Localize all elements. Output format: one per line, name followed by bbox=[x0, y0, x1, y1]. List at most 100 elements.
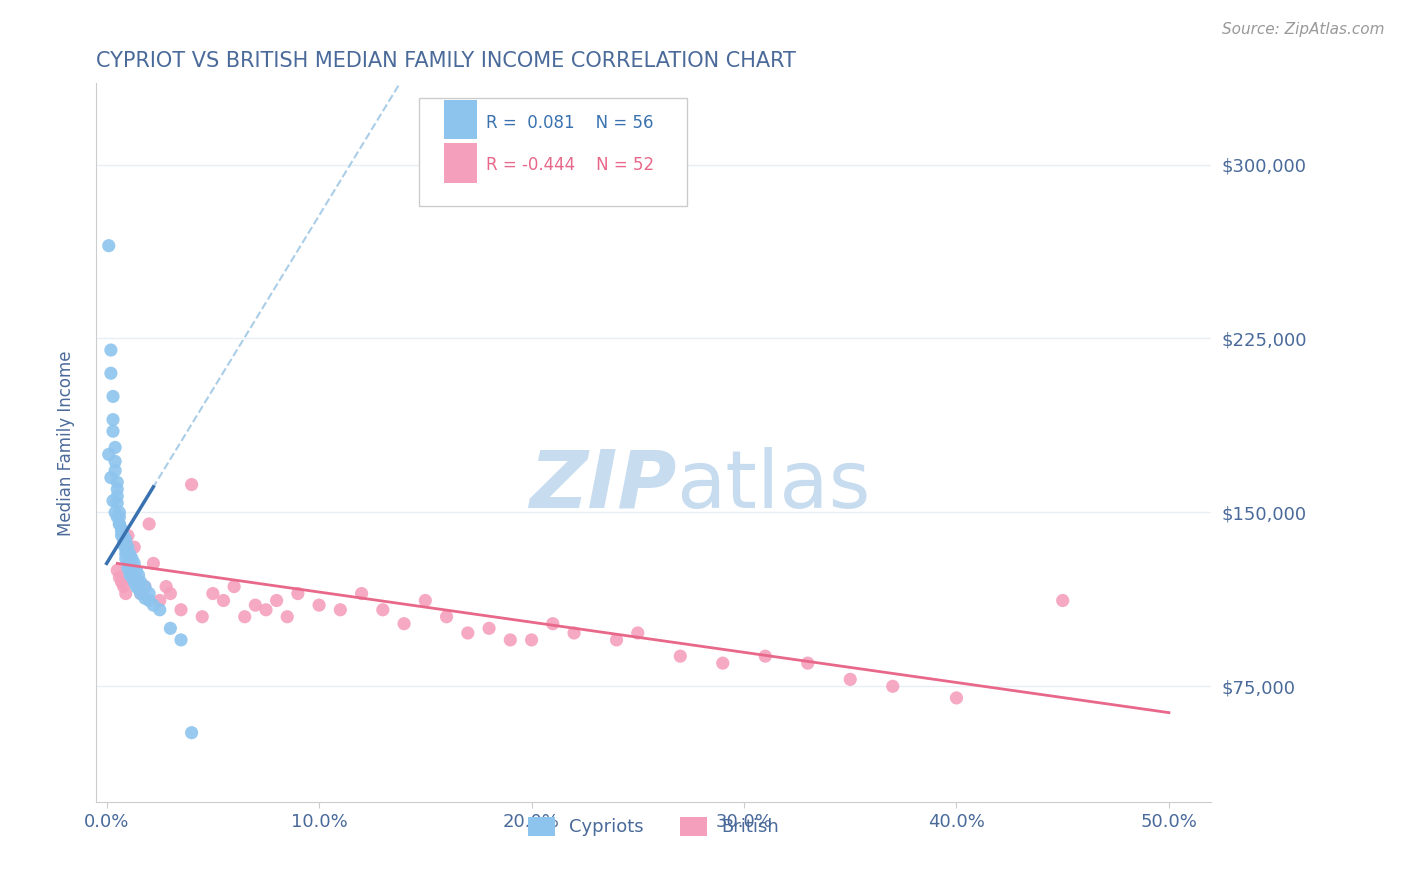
Point bbox=[308, 598, 330, 612]
Point bbox=[159, 621, 181, 635]
Point bbox=[97, 447, 120, 461]
Point bbox=[110, 524, 132, 538]
Point bbox=[499, 632, 522, 647]
Point bbox=[114, 542, 136, 557]
Point bbox=[125, 563, 148, 577]
Point bbox=[478, 621, 501, 635]
Point bbox=[149, 603, 172, 617]
Text: ZIP: ZIP bbox=[529, 447, 676, 525]
Point bbox=[149, 593, 172, 607]
Point bbox=[134, 580, 156, 594]
Point bbox=[129, 586, 152, 600]
Point bbox=[117, 557, 139, 571]
Point bbox=[669, 649, 692, 664]
Point bbox=[114, 533, 136, 548]
Point bbox=[128, 582, 150, 596]
Point bbox=[233, 609, 256, 624]
Point bbox=[142, 598, 165, 612]
Point bbox=[839, 673, 862, 687]
Text: R =  0.081    N = 56: R = 0.081 N = 56 bbox=[486, 114, 654, 132]
Text: atlas: atlas bbox=[676, 447, 870, 525]
Point bbox=[138, 516, 160, 531]
Point bbox=[108, 570, 131, 584]
Point bbox=[606, 632, 628, 647]
Point bbox=[112, 533, 135, 548]
Point bbox=[108, 516, 131, 531]
Point bbox=[114, 547, 136, 561]
Point bbox=[128, 568, 150, 582]
Point bbox=[392, 616, 415, 631]
Point bbox=[97, 238, 120, 252]
Point bbox=[117, 540, 139, 554]
Point bbox=[520, 632, 543, 647]
Y-axis label: Median Family Income: Median Family Income bbox=[58, 350, 75, 535]
Text: CYPRIOT VS BRITISH MEDIAN FAMILY INCOME CORRELATION CHART: CYPRIOT VS BRITISH MEDIAN FAMILY INCOME … bbox=[96, 51, 796, 70]
Point bbox=[266, 593, 288, 607]
Point bbox=[436, 609, 458, 624]
Point bbox=[201, 586, 224, 600]
Point bbox=[159, 586, 181, 600]
Text: Source: ZipAtlas.com: Source: ZipAtlas.com bbox=[1222, 22, 1385, 37]
Point bbox=[882, 679, 904, 693]
Point bbox=[101, 424, 124, 438]
Point bbox=[100, 366, 122, 380]
Point bbox=[104, 505, 127, 519]
Point bbox=[562, 626, 585, 640]
Point bbox=[118, 547, 141, 561]
Point bbox=[180, 725, 202, 739]
Point bbox=[112, 580, 135, 594]
Point bbox=[797, 656, 820, 670]
FancyBboxPatch shape bbox=[444, 100, 478, 139]
Point bbox=[138, 586, 160, 600]
Point bbox=[117, 528, 139, 542]
Point bbox=[104, 454, 127, 468]
FancyBboxPatch shape bbox=[444, 143, 478, 183]
Point bbox=[945, 690, 967, 705]
Point bbox=[104, 441, 127, 455]
Point bbox=[122, 574, 145, 589]
Point bbox=[105, 510, 128, 524]
Point bbox=[155, 580, 177, 594]
Point bbox=[276, 609, 298, 624]
Point bbox=[245, 598, 267, 612]
Point bbox=[627, 626, 650, 640]
Point bbox=[108, 505, 131, 519]
Point bbox=[129, 574, 152, 589]
Point bbox=[121, 570, 143, 584]
Point bbox=[224, 580, 246, 594]
Point bbox=[121, 563, 143, 577]
Point bbox=[118, 563, 141, 577]
Point bbox=[754, 649, 776, 664]
Point bbox=[121, 551, 143, 566]
Text: R = -0.444    N = 52: R = -0.444 N = 52 bbox=[486, 155, 655, 174]
Point bbox=[125, 580, 148, 594]
Point bbox=[415, 593, 437, 607]
Point bbox=[350, 586, 373, 600]
Point bbox=[101, 493, 124, 508]
Point bbox=[117, 561, 139, 575]
Point bbox=[105, 563, 128, 577]
Point bbox=[142, 557, 165, 571]
FancyBboxPatch shape bbox=[419, 98, 688, 205]
Point bbox=[329, 603, 352, 617]
Point bbox=[122, 540, 145, 554]
Point bbox=[134, 591, 156, 606]
Point bbox=[170, 603, 193, 617]
Point bbox=[170, 632, 193, 647]
Point bbox=[108, 516, 131, 531]
Point bbox=[114, 586, 136, 600]
Point bbox=[287, 586, 309, 600]
Point bbox=[134, 580, 156, 594]
Point bbox=[110, 574, 132, 589]
Point bbox=[180, 477, 202, 491]
Point bbox=[191, 609, 214, 624]
Point bbox=[138, 593, 160, 607]
Point bbox=[541, 616, 564, 631]
Point bbox=[105, 482, 128, 496]
Point bbox=[101, 412, 124, 426]
Point bbox=[101, 389, 124, 403]
Point bbox=[104, 464, 127, 478]
Point bbox=[128, 574, 150, 589]
Point bbox=[711, 656, 734, 670]
Point bbox=[108, 510, 131, 524]
